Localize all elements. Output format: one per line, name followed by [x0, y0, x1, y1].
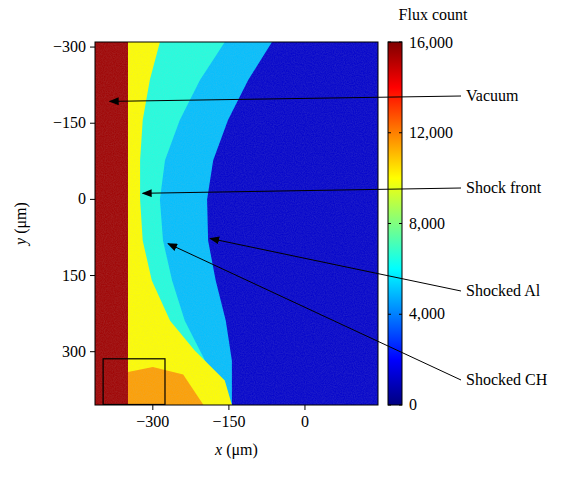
- y-tick: [90, 351, 95, 352]
- annotation-label: Shocked CH: [466, 371, 548, 388]
- plot-frame: [95, 42, 378, 405]
- colorbar-tick-label: 12,000: [409, 124, 453, 141]
- colorbar-tick: [399, 42, 402, 43]
- annotation-arrow: [168, 244, 461, 380]
- colorbar-tick: [399, 314, 402, 315]
- colorbar-tick: [388, 132, 391, 133]
- y-tick-label: 300: [62, 343, 86, 360]
- colorbar-tick: [399, 223, 402, 224]
- colorbar-tick: [388, 314, 391, 315]
- y-tick-label: −300: [53, 38, 86, 55]
- colorbar-tick: [388, 42, 391, 43]
- axis-symbol: x: [214, 441, 222, 458]
- y-axis-title: y (μm): [12, 202, 30, 247]
- y-tick-label: −150: [53, 114, 86, 131]
- annotation-label: Shock front: [466, 179, 542, 196]
- y-tick: [90, 123, 95, 124]
- flux-region: [95, 42, 378, 405]
- x-tick: [228, 405, 229, 410]
- colorbar-tick: [399, 405, 402, 406]
- y-tick: [90, 275, 95, 276]
- annotation-arrow: [110, 96, 461, 101]
- figure: −300−1500−300−1500150300x (μm)y (μm)04,0…: [0, 0, 576, 477]
- annotation-arrow: [210, 238, 461, 291]
- y-tick: [90, 199, 95, 200]
- colorbar-tick: [388, 223, 391, 224]
- x-tick-label: −150: [212, 413, 245, 430]
- colorbar-tick-label: 0: [409, 396, 417, 413]
- x-tick-label: 0: [301, 413, 309, 430]
- colorbar-tick-label: 4,000: [409, 305, 445, 322]
- x-tick: [304, 405, 305, 410]
- y-tick-label: 150: [62, 267, 86, 284]
- colorbar-tick: [388, 405, 391, 406]
- image: [95, 42, 378, 405]
- colorbar-tick-label: 16,000: [409, 34, 453, 51]
- annotation-arrow: [143, 188, 461, 193]
- axis-unit: (μm): [12, 202, 30, 238]
- axis-unit: (μm): [222, 441, 258, 459]
- annotation-label: Shocked Al: [466, 282, 541, 299]
- x-tick: [152, 405, 153, 410]
- colorbar-title: Flux count: [399, 6, 468, 23]
- y-tick-label: 0: [78, 190, 86, 207]
- y-tick: [90, 47, 95, 48]
- annotation-label: Vacuum: [466, 87, 519, 104]
- colorbar-tick: [399, 132, 402, 133]
- highlight-box: [103, 359, 165, 405]
- colorbar-tick-label: 8,000: [409, 215, 445, 232]
- x-axis-title: x (μm): [214, 441, 258, 459]
- x-tick-label: −300: [136, 413, 169, 430]
- grain-overlay: [95, 42, 378, 405]
